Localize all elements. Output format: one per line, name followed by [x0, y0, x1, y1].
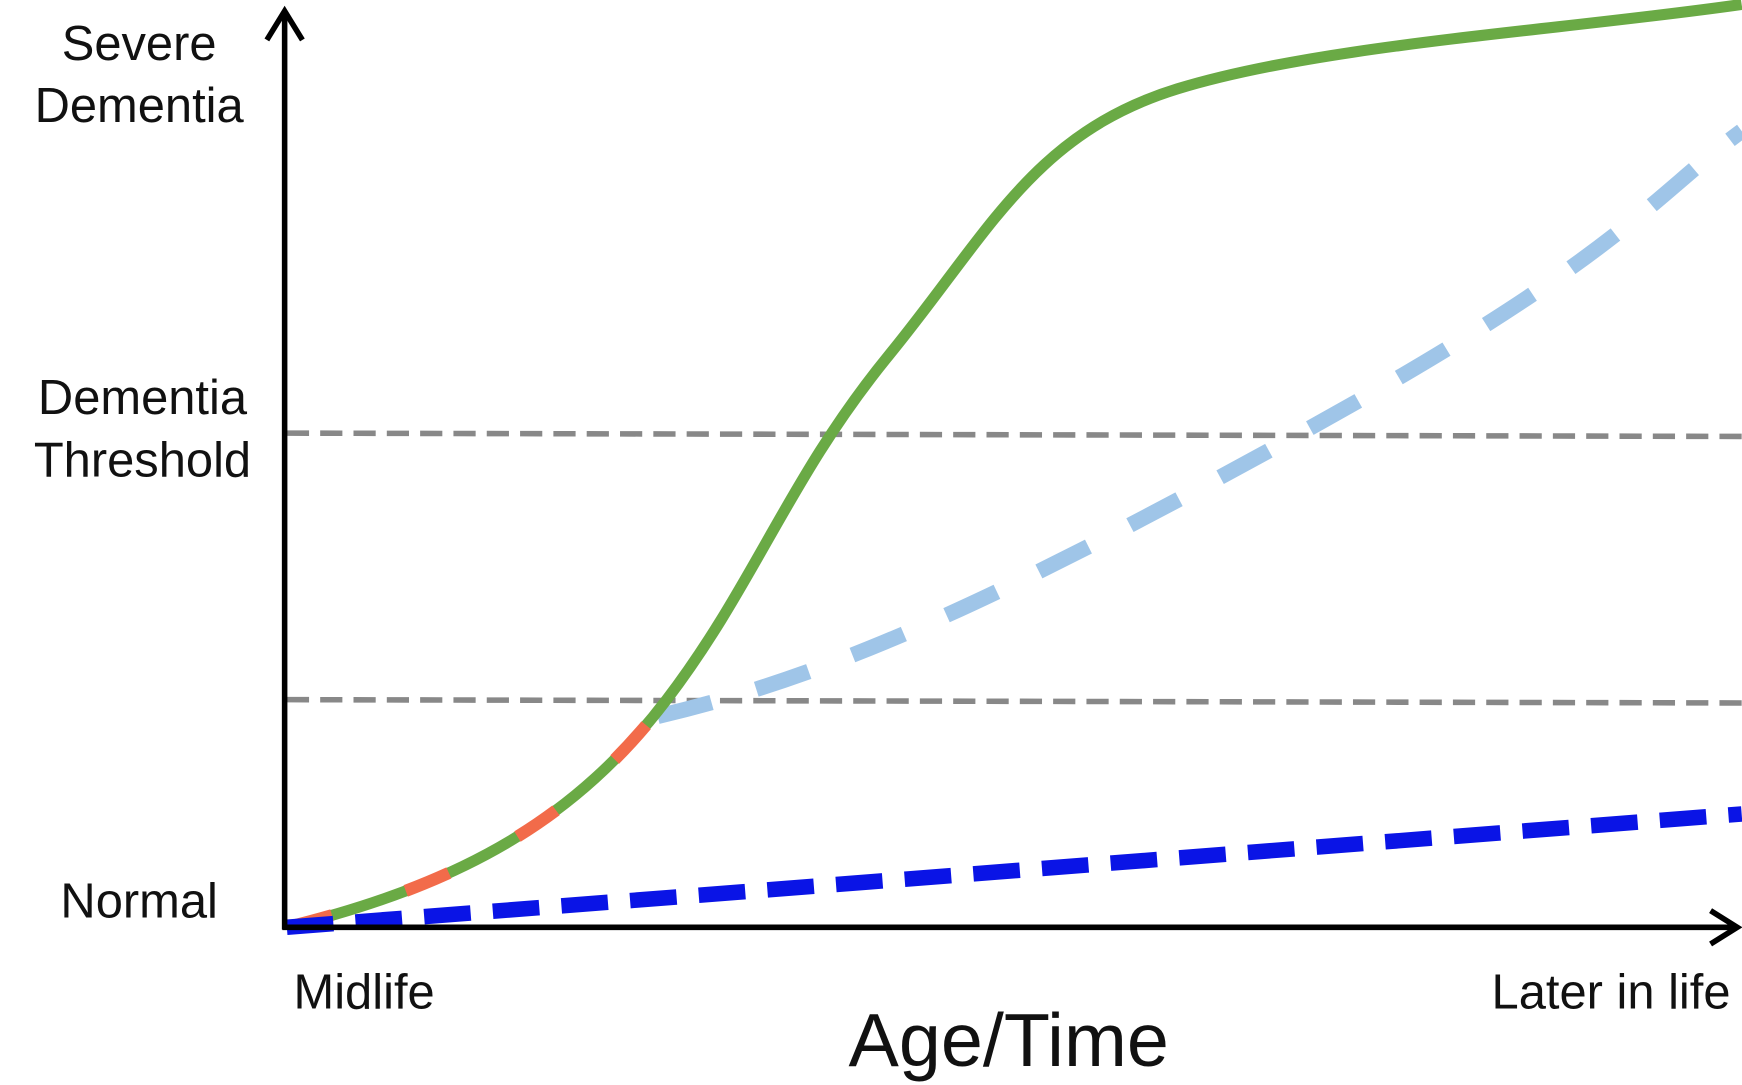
slowed-trajectory	[656, 124, 1742, 724]
threshold-line	[286, 430, 1742, 440]
mci-line	[286, 696, 1742, 706]
normal-aging	[286, 806, 1742, 936]
y-label: Threshold	[34, 433, 251, 487]
dementia-trajectory	[285, 0, 1742, 933]
y-label: Dementia	[35, 79, 245, 133]
early-trajectory	[285, 695, 672, 934]
y-label: Normal	[60, 874, 217, 928]
y-label: Dementia	[38, 371, 248, 425]
x-axis-title: Age/Time	[849, 999, 1169, 1083]
y-arrow	[264, 5, 305, 42]
x-arrow	[1709, 908, 1742, 947]
x-label: Later in life	[1492, 965, 1731, 1019]
y-label: Severe	[62, 17, 217, 71]
x-label: Midlife	[294, 965, 435, 1019]
